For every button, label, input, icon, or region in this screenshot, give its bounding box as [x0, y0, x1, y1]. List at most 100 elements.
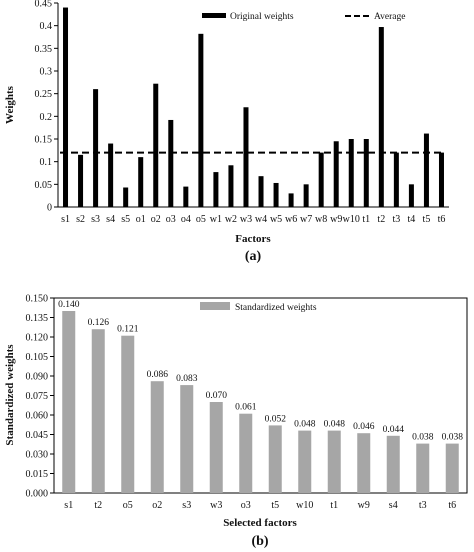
chart-b-bar-s1	[62, 311, 76, 493]
chart-a-bar-t5	[423, 133, 429, 207]
chart-a-x-tick-label: w3	[240, 214, 252, 225]
chart-a-x-tick-label: w6	[285, 214, 297, 225]
chart-a-bar-w4	[258, 176, 264, 207]
chart-a-bar-o3	[168, 119, 174, 207]
chart-b-bar-o3	[239, 413, 253, 493]
chart-b-data-label-o5: 0.121	[117, 325, 139, 335]
chart-b-bar-t6	[445, 443, 459, 493]
chart-a-bar-w9	[333, 141, 339, 207]
chart-b-x-tick-label: t3	[419, 500, 427, 511]
chart-a-x-tick-label: t2	[377, 214, 385, 225]
chart-a-y-tick-label: 0.45	[35, 0, 53, 10]
chart-b-bar-t5	[268, 425, 282, 493]
chart-b-data-label-w3: 0.070	[206, 391, 228, 401]
chart-a-x-tick-label: o5	[196, 214, 206, 225]
chart-a-x-tick-label: w10	[343, 214, 360, 225]
chart-b-y-tick-label: 0.120	[26, 333, 49, 344]
chart-a-bar-t2	[378, 27, 384, 207]
chart-a-x-tick-label: s5	[121, 214, 130, 225]
chart-a-y-tick-label: 0.35	[35, 44, 53, 55]
chart-b-bar-t3	[416, 443, 430, 493]
chart-b-x-tick-label: w3	[210, 500, 222, 511]
chart-a-x-tick-label: w4	[255, 214, 267, 225]
chart-b-y-tick-label: 0.000	[26, 489, 49, 500]
chart-a-y-tick-label: 0.15	[35, 135, 53, 146]
chart-b-y-tick-label: 0.015	[26, 469, 49, 480]
chart-b-legend-swatch	[200, 302, 230, 310]
chart-a-bar-s1	[63, 7, 69, 207]
chart-b-legend-label: Standardized weights	[235, 303, 317, 313]
chart-b-data-label-w9: 0.046	[353, 422, 375, 432]
chart-a-x-tick-label: t5	[423, 214, 431, 225]
chart-b-y-tick-label: 0.075	[26, 391, 49, 402]
chart-a-x-tick-label: o3	[166, 214, 176, 225]
chart-a-x-tick-label: o4	[181, 214, 191, 225]
chart-a-bar-w6	[288, 193, 294, 207]
chart-a-y-axis-title: Weights	[4, 85, 16, 124]
chart-b-data-label-s3: 0.083	[176, 374, 198, 384]
chart-a-bar-t4	[408, 184, 414, 207]
chart-b-standardized-weights: 0.000 0.015 0.030 0.045 0.060 0.075 0.090 0.105…	[4, 294, 468, 549]
chart-a-bar-w10	[348, 139, 354, 207]
chart-b-y-tick-label: 0.150	[26, 294, 49, 305]
chart-a-x-tick-label: w1	[210, 214, 222, 225]
chart-b-data-label-s1: 0.140	[58, 300, 80, 310]
chart-b-data-label-t1: 0.048	[324, 420, 346, 430]
chart-a-bar-w2	[228, 165, 234, 207]
chart-b-x-tick-label: w10	[296, 500, 313, 511]
chart-a-bar-w8	[318, 152, 324, 207]
chart-a-legend-original-label: Original weights	[230, 12, 294, 22]
chart-a-y-tick-label: 0.4	[40, 21, 53, 32]
chart-a-bar-w1	[213, 172, 219, 207]
chart-a-y-tick-label: 0.3	[40, 67, 53, 78]
chart-b-x-tick-label: t6	[448, 500, 456, 511]
chart-b-bar-s4	[386, 435, 400, 493]
chart-b-data-label-t5: 0.052	[265, 414, 287, 424]
chart-b-data-label-t6: 0.038	[442, 433, 464, 443]
chart-a-x-tick-label: w8	[315, 214, 327, 225]
chart-b-y-tick-label: 0.135	[26, 313, 49, 324]
chart-b-bar-o5	[121, 335, 135, 493]
chart-b-data-label-t2: 0.126	[88, 318, 110, 328]
chart-a-bar-o5	[198, 33, 204, 208]
chart-a-bar-w3	[243, 107, 249, 207]
chart-a-panel-label: (a)	[245, 249, 262, 264]
chart-b-bar-w10	[298, 430, 312, 493]
chart-b-bar-t1	[327, 430, 341, 493]
chart-a-bar-s4	[108, 143, 114, 207]
chart-a-bar-t6	[438, 152, 444, 207]
chart-a-bar-w7	[303, 184, 309, 207]
chart-a-y-tick-label: 0	[47, 203, 52, 214]
chart-b-y-tick-label: 0.045	[26, 430, 49, 441]
chart-b-data-label-t3: 0.038	[412, 433, 434, 443]
chart-b-bar-w3	[209, 402, 223, 493]
chart-a-bar-s3	[93, 89, 99, 207]
chart-a-x-tick-label: w5	[270, 214, 282, 225]
chart-a-x-tick-label: w2	[225, 214, 237, 225]
chart-a-y-tick-label: 0.25	[35, 89, 53, 100]
chart-b-data-label-w10: 0.048	[294, 420, 316, 430]
chart-b-data-label-o3: 0.061	[235, 403, 257, 413]
chart-a-x-tick-label: t6	[438, 214, 446, 225]
chart-a-x-axis-title: Factors	[235, 233, 271, 245]
chart-b-x-tick-label: s1	[64, 500, 73, 511]
chart-b-x-tick-label: t5	[271, 500, 279, 511]
chart-a-x-tick-label: s1	[61, 214, 70, 225]
chart-b-x-tick-label: o3	[241, 500, 251, 511]
chart-a-x-tick-label: w7	[300, 214, 312, 225]
chart-b-y-tick-label: 0.105	[26, 352, 49, 363]
chart-a-y-tick-label: 0.05	[35, 180, 53, 191]
chart-a-bar-s5	[123, 187, 129, 207]
chart-b-x-tick-label: t1	[330, 500, 338, 511]
chart-b-x-tick-label: w9	[358, 500, 370, 511]
chart-b-x-tick-label: s3	[182, 500, 191, 511]
chart-a-bar-s2	[78, 154, 84, 207]
chart-a-bar-o1	[138, 157, 144, 207]
chart-a-x-tick-label: o2	[151, 214, 161, 225]
chart-b-bar-w9	[357, 433, 371, 493]
chart-a-x-tick-label: t4	[408, 214, 416, 225]
chart-a-y-tick-label: 0.1	[40, 157, 53, 168]
chart-a-original-weights: 0 0.05 0.1 0.15 0.2 0.25 0.3 0.35 0.4 0.45 s1 s2 s3…	[4, 0, 449, 264]
chart-b-data-label-o2: 0.086	[147, 370, 169, 380]
